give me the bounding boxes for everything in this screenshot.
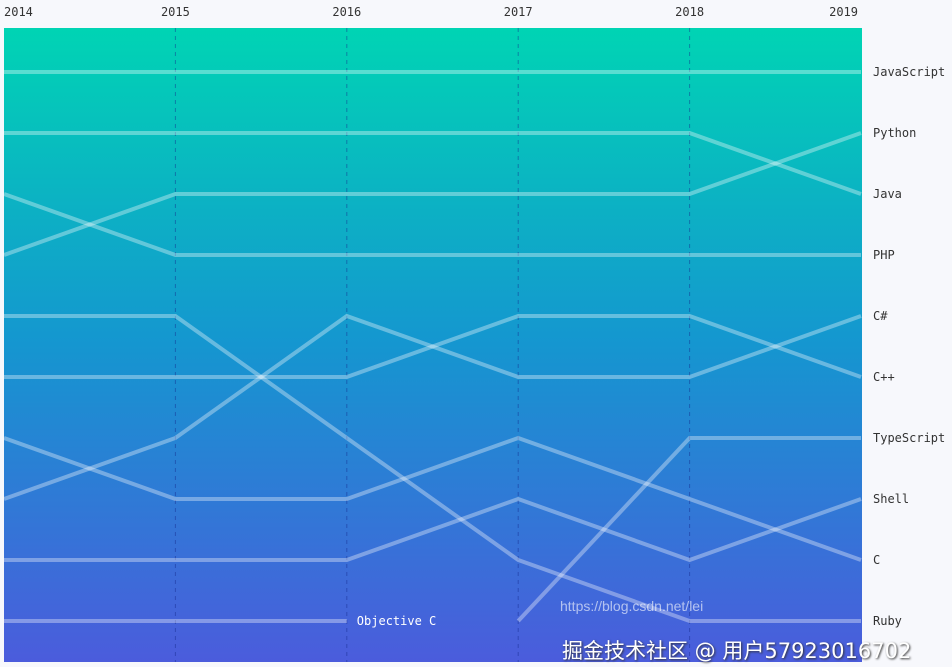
watermark-url: https://blog.csdn.net/lei <box>560 598 704 614</box>
plot-background <box>4 28 862 662</box>
series-line-java <box>4 131 862 196</box>
series-line-php <box>3 192 861 257</box>
series-label: C# <box>873 309 888 323</box>
watermark: 掘金技术社区 @ 用户57923016702 <box>562 639 912 663</box>
series-label: C <box>873 553 880 567</box>
series-label: TypeScript <box>873 431 945 445</box>
series-line-typescript <box>516 436 861 623</box>
series-label: PHP <box>873 248 895 262</box>
series-label: C++ <box>873 370 895 384</box>
series-line-c- <box>4 314 862 379</box>
series-line-c- <box>3 313 862 501</box>
series-label: JavaScript <box>873 65 945 79</box>
series-label: Java <box>873 187 902 201</box>
year-tick-label: 2016 <box>332 5 361 19</box>
year-tick-label: 2019 <box>829 5 858 19</box>
series-line-c <box>3 435 862 562</box>
series-line-ruby <box>4 314 861 623</box>
series-label: Python <box>873 126 916 140</box>
series-label: Shell <box>873 492 909 506</box>
series-line-shell <box>4 496 862 563</box>
year-tick-label: 2017 <box>504 5 533 19</box>
year-tick-label: 2014 <box>4 5 33 19</box>
year-tick-label: 2018 <box>675 5 704 19</box>
series-label: Ruby <box>873 614 902 628</box>
series-label: Objective C <box>357 614 436 628</box>
year-tick-label: 2015 <box>161 5 190 19</box>
series-line-python <box>3 131 862 257</box>
